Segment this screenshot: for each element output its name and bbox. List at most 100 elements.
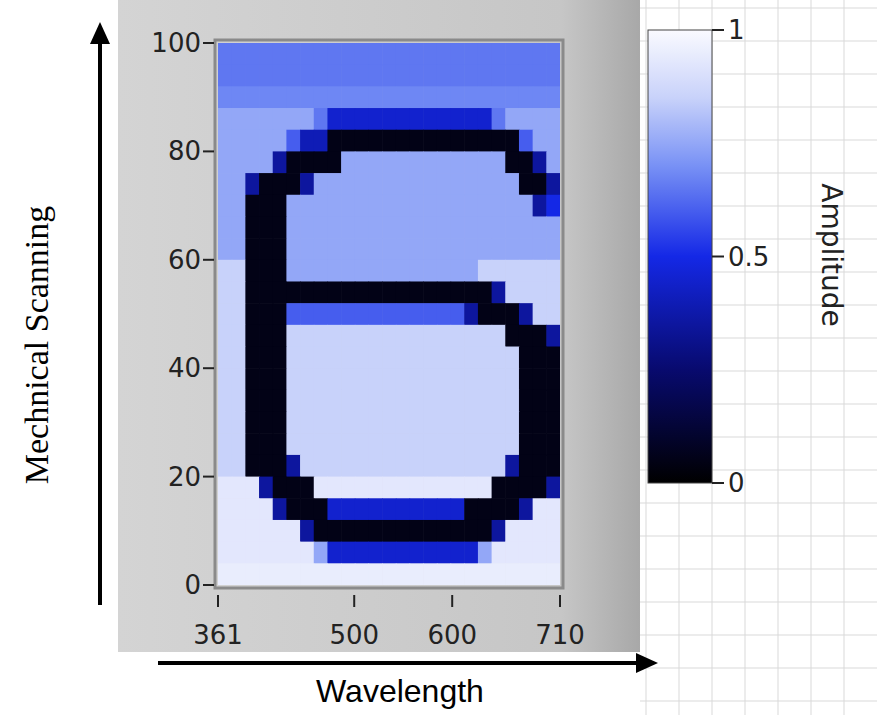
- heatmap-cell: [423, 347, 437, 369]
- heatmap-cell: [245, 303, 259, 325]
- heatmap-cell: [396, 130, 410, 152]
- heatmap-cell: [368, 520, 382, 542]
- heatmap-cell: [423, 368, 437, 390]
- heatmap-cell: [300, 347, 314, 369]
- x-tick-label: 500: [329, 620, 379, 650]
- heatmap-cell: [368, 151, 382, 173]
- colorbar-tick: [712, 256, 724, 258]
- heatmap-cell: [546, 65, 560, 87]
- heatmap-cell: [451, 260, 465, 282]
- heatmap-cell: [519, 216, 533, 238]
- heatmap-cell: [533, 86, 547, 108]
- heatmap-cell: [437, 43, 451, 65]
- heatmap-cell: [314, 520, 328, 542]
- heatmap-cell: [273, 260, 287, 282]
- heatmap-cell: [368, 173, 382, 195]
- heatmap-cell: [546, 520, 560, 542]
- y-tick-label: 80: [168, 136, 201, 166]
- heatmap-cell: [423, 303, 437, 325]
- heatmap-cell: [437, 498, 451, 520]
- bg-grid-line: [640, 536, 877, 537]
- heatmap-cell: [314, 130, 328, 152]
- heatmap-cell: [245, 65, 259, 87]
- heatmap-cell: [478, 303, 492, 325]
- heatmap-cell: [505, 325, 519, 347]
- heatmap-cell: [464, 303, 478, 325]
- x-tick: [451, 595, 453, 607]
- x-tick-label: 710: [535, 620, 585, 650]
- x-tick: [559, 595, 561, 607]
- heatmap-cell: [423, 542, 437, 564]
- heatmap-cell: [355, 520, 369, 542]
- heatmap-cell: [533, 108, 547, 130]
- heatmap-cell: [232, 260, 246, 282]
- heatmap-cell: [259, 368, 273, 390]
- heatmap-cell: [286, 195, 300, 217]
- heatmap-cell: [368, 455, 382, 477]
- heatmap-cell: [245, 173, 259, 195]
- heatmap-cell: [355, 108, 369, 130]
- heatmap-cell: [464, 108, 478, 130]
- heatmap-cell: [273, 303, 287, 325]
- heatmap-cell: [245, 108, 259, 130]
- heatmap-cell: [314, 325, 328, 347]
- heatmap-cell: [464, 216, 478, 238]
- bg-grid-line: [640, 668, 877, 669]
- heatmap-cell: [245, 43, 259, 65]
- heatmap-cell: [505, 151, 519, 173]
- heatmap-cell: [464, 281, 478, 303]
- heatmap-cell: [533, 65, 547, 87]
- heatmap-cell: [259, 477, 273, 499]
- heatmap-cell: [327, 390, 341, 412]
- heatmap-cell: [451, 195, 465, 217]
- heatmap-cell: [423, 130, 437, 152]
- heatmap-cell: [546, 216, 560, 238]
- heatmap-cell: [519, 498, 533, 520]
- heatmap-cell: [273, 43, 287, 65]
- heatmap-cell: [273, 520, 287, 542]
- heatmap-cell: [437, 216, 451, 238]
- heatmap-cell: [259, 130, 273, 152]
- heatmap-cell: [286, 520, 300, 542]
- heatmap-cell: [273, 281, 287, 303]
- heatmap-cell: [286, 108, 300, 130]
- chart-root: 02040608010036150060071000.51AmplitudeMe…: [0, 0, 877, 715]
- heatmap-cell: [478, 542, 492, 564]
- heatmap-cell: [396, 477, 410, 499]
- heatmap-cell: [245, 520, 259, 542]
- heatmap-cell: [218, 281, 232, 303]
- heatmap-cell: [546, 542, 560, 564]
- heatmap-cell: [464, 542, 478, 564]
- heatmap-cell: [382, 281, 396, 303]
- heatmap-cell: [273, 412, 287, 434]
- heatmap-cell: [410, 65, 424, 87]
- heatmap-cell: [423, 412, 437, 434]
- heatmap-cell: [341, 65, 355, 87]
- heatmap-cell: [382, 325, 396, 347]
- heatmap-cell: [437, 65, 451, 87]
- heatmap-cell: [259, 433, 273, 455]
- heatmap-cell: [355, 542, 369, 564]
- heatmap-cell: [341, 43, 355, 65]
- heatmap-cell: [382, 433, 396, 455]
- heatmap-cell: [341, 281, 355, 303]
- heatmap-cell: [245, 195, 259, 217]
- heatmap-cell: [396, 238, 410, 260]
- heatmap-cell: [423, 65, 437, 87]
- heatmap-cell: [259, 498, 273, 520]
- heatmap-cell: [355, 325, 369, 347]
- heatmap-cell: [355, 498, 369, 520]
- heatmap-cell: [533, 173, 547, 195]
- heatmap-cell: [273, 542, 287, 564]
- heatmap-cell: [286, 563, 300, 585]
- heatmap-cell: [314, 151, 328, 173]
- heatmap-cell: [533, 542, 547, 564]
- heatmap-cell: [218, 303, 232, 325]
- heatmap-cell: [492, 281, 506, 303]
- heatmap-cell: [492, 216, 506, 238]
- heatmap-cell: [382, 477, 396, 499]
- heatmap-cell: [546, 477, 560, 499]
- heatmap-cell: [218, 390, 232, 412]
- heatmap-cell: [533, 433, 547, 455]
- heatmap-cell: [245, 86, 259, 108]
